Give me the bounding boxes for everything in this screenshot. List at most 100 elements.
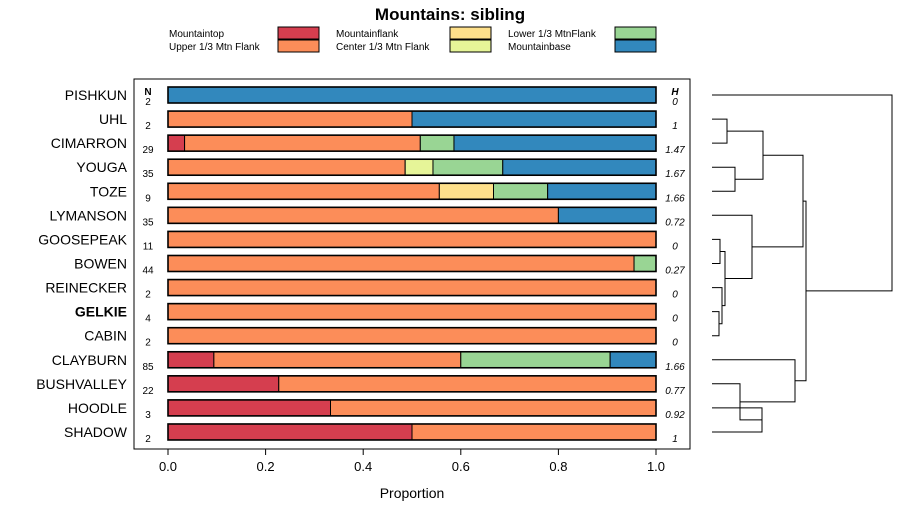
x-tick-label-5: 1.0 [647,459,665,474]
bar-outline-uhl [167,110,657,128]
dendrogram-branch-2 [727,130,764,180]
legend: Mountaintop Upper 1/3 Mtn Flank Mountainfl… [169,26,657,53]
n-value-goosepeak: 11 [143,241,154,252]
bar-segment-toze-upper-1-3-mtn-flank [167,182,440,200]
bar-outline-pishkun [167,86,657,104]
bar-outline-reinecker [167,278,657,297]
bar-row-bowen: BOWEN 44 0.27 [74,254,685,276]
bar-row-reinecker: REINECKER 2 0 [45,278,678,301]
bar-outline-youga [167,158,657,177]
n-value-bowen: 44 [142,265,154,276]
category-label-goosepeak: GOOSEPEAK [38,231,127,247]
category-label-bowen: BOWEN [74,255,127,271]
bar-outline-lymanson [167,206,657,225]
bar-segment-uhl-upper-1-3-mtn-flank [167,110,413,128]
h-value-uhl: 1 [672,121,678,132]
bar-outline-cabin [167,326,657,345]
n-value-hoodle: 3 [145,410,151,421]
dendrogram-branch-11 [712,359,796,403]
legend-swatch-mountaintop [277,26,320,40]
bar-segment-shadow-mountaintop [167,423,413,441]
bar-row-pishkun: PISHKUN 2 0 [65,86,678,108]
category-label-lymanson: LYMANSON [49,207,127,223]
bar-segment-toze-lower-1-3-mtnflank [493,182,549,200]
x-tick-label-1: 0.2 [257,459,275,474]
legend-swatch-center-1-3-mtn-flank [449,39,492,53]
legend-label-mountainflank: Mountainflank [336,29,399,40]
x-tick-label-0: 0.0 [159,459,177,474]
h-value-pishkun: 0 [672,97,678,108]
legend-label-mountaintop: Mountaintop [169,29,224,40]
bar-row-gelkie: GELKIE 4 0 [75,302,678,325]
h-value-toze: 1.66 [665,193,685,204]
dendrogram-branch-4 [712,287,723,325]
n-value-toze: 9 [145,193,151,204]
x-tick-label-2: 0.4 [354,459,372,474]
legend-swatch-mountainflank [449,26,492,40]
bar-segment-cimarron-mountainbase [453,134,657,152]
category-label-bushvalley: BUSHVALLEY [36,376,127,392]
bar-outline-clayburn [167,350,657,369]
h-value-bushvalley: 0.77 [665,386,685,397]
category-label-clayburn: CLAYBURN [52,352,127,368]
h-value-lymanson: 0.72 [665,217,685,228]
dendrogram-branch-13 [712,94,893,292]
category-label-shadow: SHADOW [64,424,128,440]
bar-row-hoodle: HOODLE 3 0.92 [68,399,685,421]
bar-row-cimarron: CIMARRON 29 1.47 [51,134,685,156]
category-label-youga: YOUGA [76,159,127,175]
bar-segment-bowen-upper-1-3-mtn-flank [167,254,635,272]
n-value-cabin: 2 [145,338,151,349]
bar-segment-youga-upper-1-3-mtn-flank [167,158,406,176]
dendrogram-branch-3 [712,311,720,337]
legend-label-lower-1-3-mtnflank: Lower 1/3 MtnFlank [508,29,597,40]
h-value-shadow: 1 [672,434,678,445]
dendrogram-branch-7 [712,214,753,279]
bar-segment-clayburn-mountaintop [167,351,215,369]
h-column-header: H [671,87,679,98]
bar-segment-lymanson-upper-1-3-mtn-flank [167,206,559,224]
n-value-shadow: 2 [145,434,151,445]
bar-segment-hoodle-mountaintop [167,399,331,417]
category-label-cabin: CABIN [84,328,127,344]
dendrogram-branch-0 [712,118,728,144]
legend-label-mountainbase: Mountainbase [508,42,571,53]
bar-outline-shadow [167,423,657,441]
x-tick-label-3: 0.6 [452,459,470,474]
bar-segment-cabin-upper-1-3-mtn-flank [167,327,657,345]
bar-row-youga: YOUGA 35 1.67 [76,158,685,180]
bar-segment-gelkie-upper-1-3-mtn-flank [167,303,657,321]
category-label-gelkie: GELKIE [75,304,127,320]
bar-segment-youga-lower-1-3-mtnflank [432,158,504,176]
bar-row-shadow: SHADOW 2 1 [64,423,678,445]
bar-segment-clayburn-mountainbase [609,351,657,369]
h-value-clayburn: 1.66 [665,362,685,373]
bar-row-lymanson: LYMANSON 35 0.72 [49,206,685,228]
bar-segment-clayburn-lower-1-3-mtnflank [460,351,611,369]
bar-segment-hoodle-upper-1-3-mtn-flank [330,399,657,417]
bar-segment-bowen-lower-1-3-mtnflank [633,254,657,272]
category-label-hoodle: HOODLE [68,400,127,416]
bar-outline-hoodle [167,399,657,417]
h-value-reinecker: 0 [672,290,678,301]
x-axis: 0.0 0.2 0.4 0.6 0.8 1.0 [159,449,665,474]
dendrogram-branch-1 [712,166,736,192]
h-value-youga: 1.67 [665,169,685,180]
h-value-hoodle: 0.92 [665,410,685,421]
bar-segment-bushvalley-mountaintop [167,375,280,393]
n-value-gelkie: 4 [145,314,151,325]
dendrogram-branch-12 [795,200,807,382]
bar-segment-clayburn-upper-1-3-mtn-flank [213,351,462,369]
bar-row-goosepeak: GOOSEPEAK 11 0 [38,230,678,252]
bar-segment-reinecker-upper-1-3-mtn-flank [167,279,657,297]
n-value-reinecker: 2 [145,290,151,301]
legend-swatch-upper-1-3-mtn-flank [277,39,320,53]
h-value-goosepeak: 0 [672,241,678,252]
h-value-bowen: 0.27 [665,265,685,276]
category-label-reinecker: REINECKER [45,280,127,296]
bar-segment-youga-mountainbase [502,158,657,176]
category-label-cimarron: CIMARRON [51,135,127,151]
bar-segment-bushvalley-upper-1-3-mtn-flank [278,375,657,393]
bar-row-toze: TOZE 9 1.66 [90,182,685,204]
